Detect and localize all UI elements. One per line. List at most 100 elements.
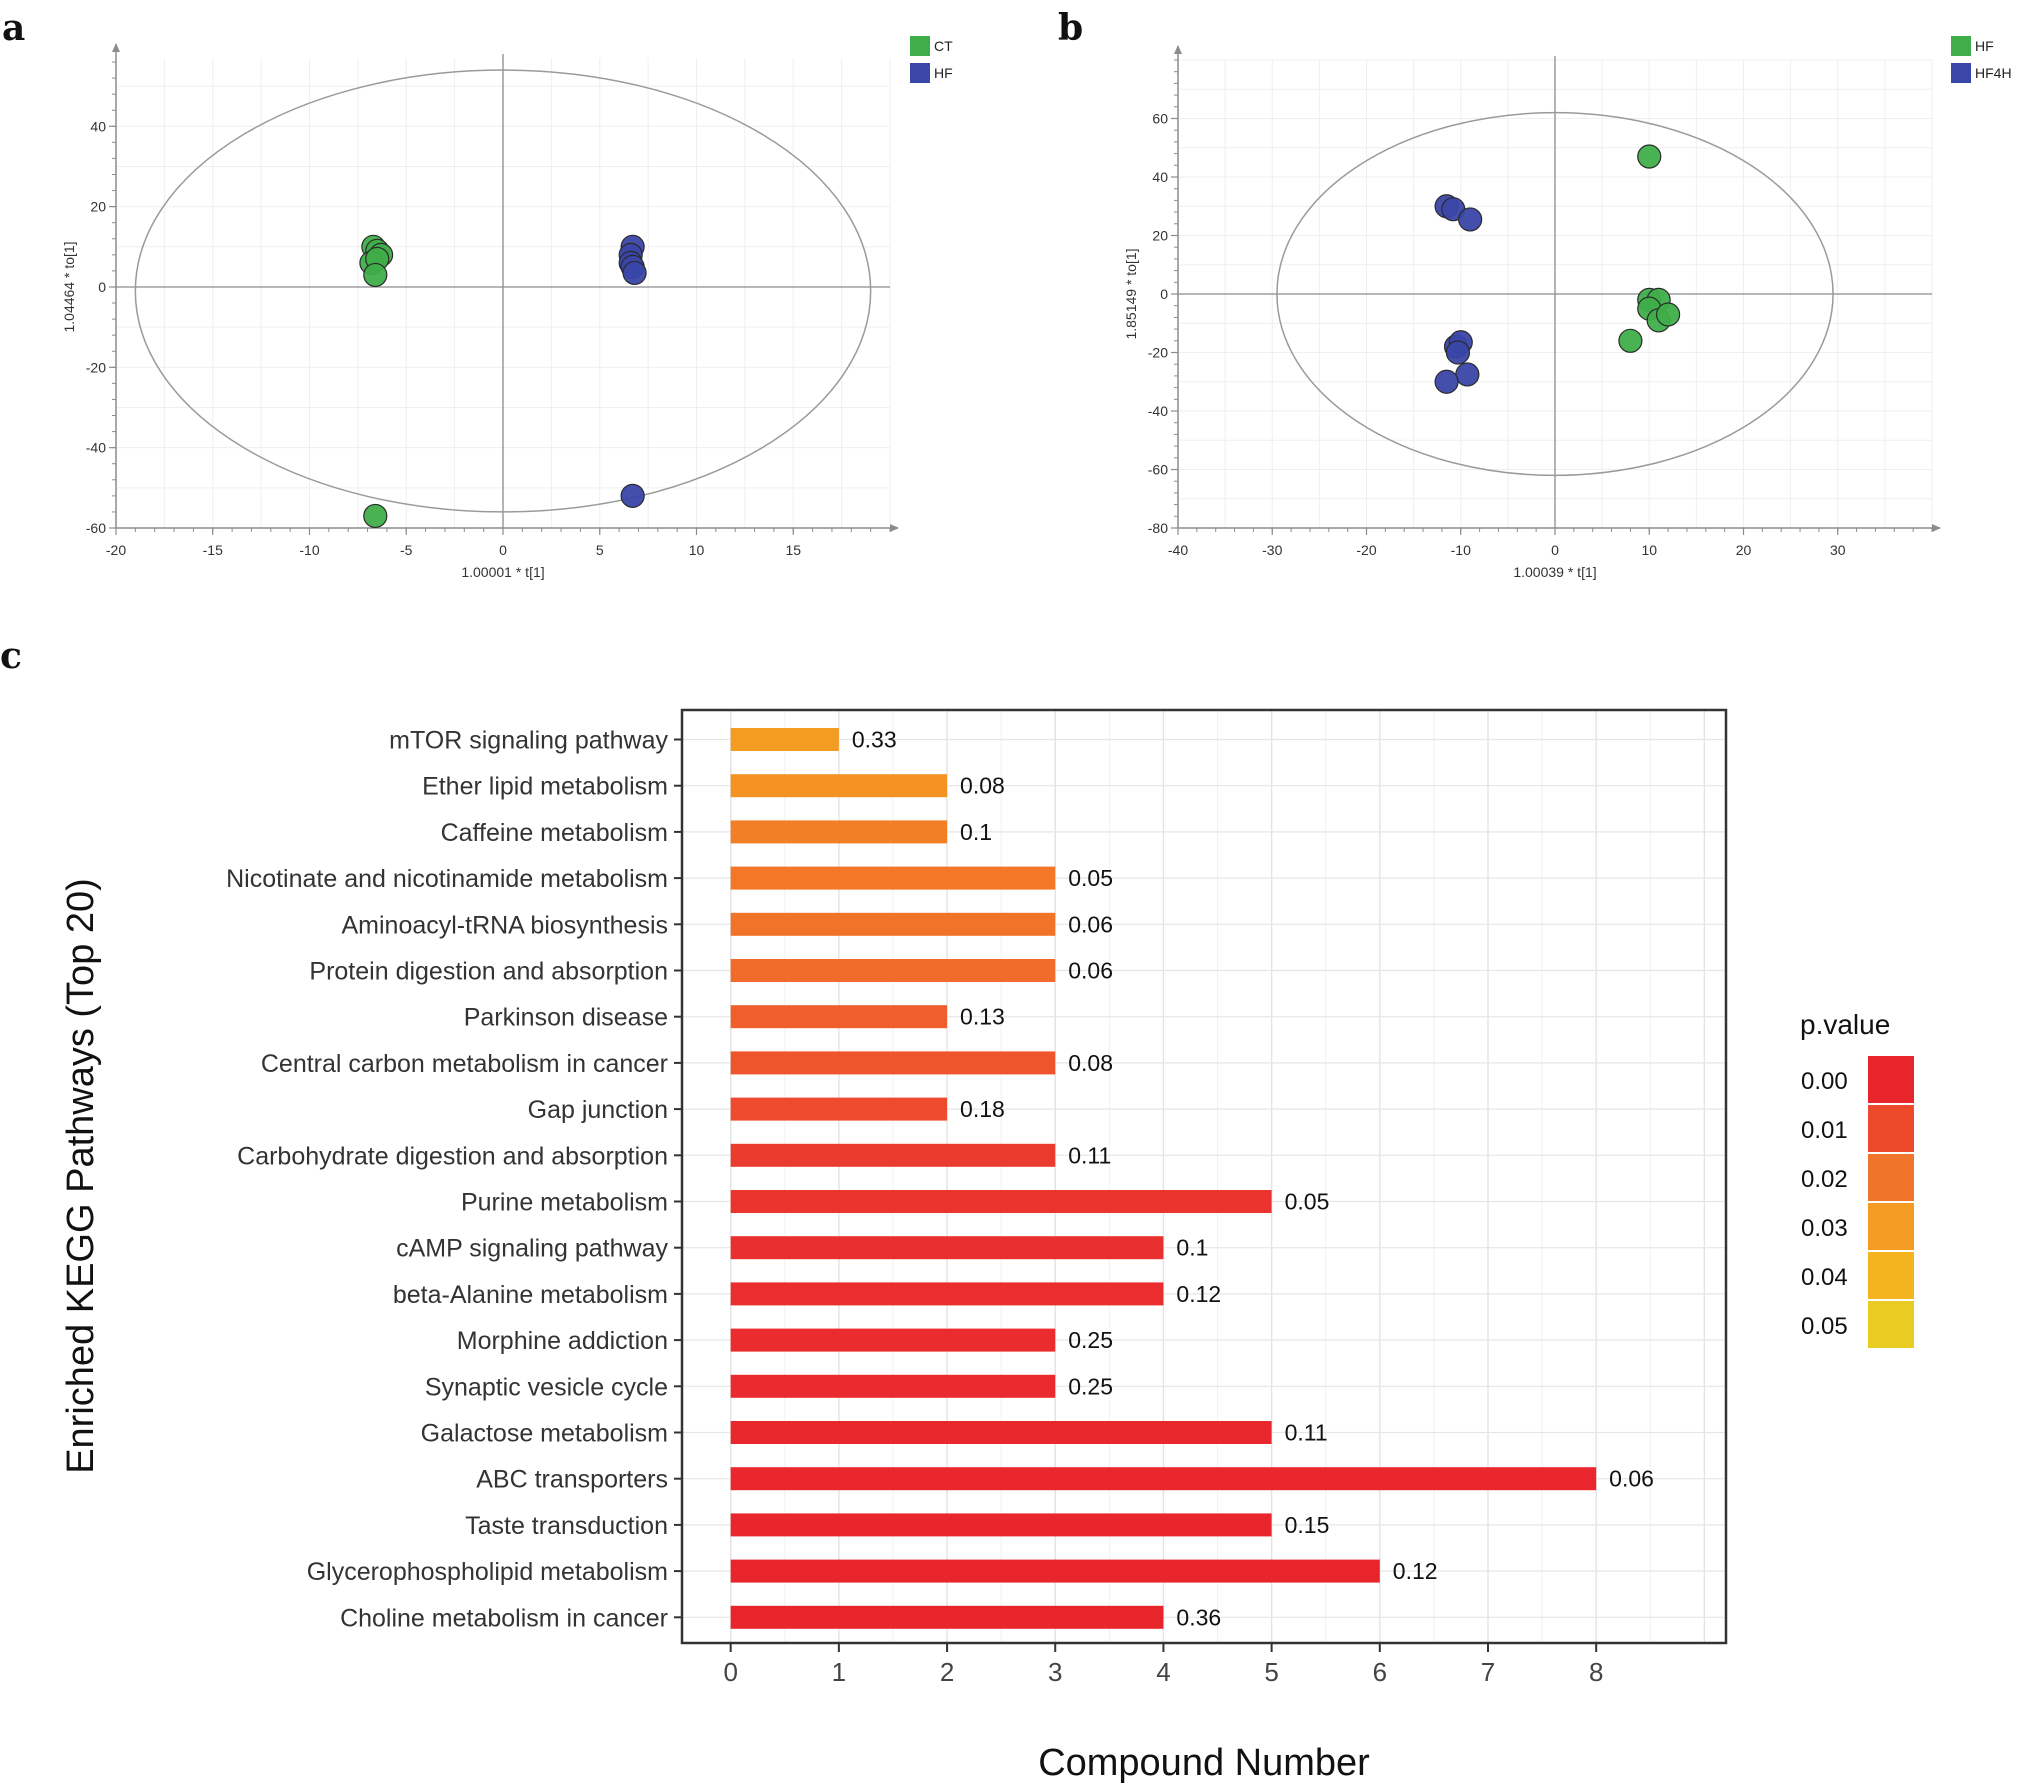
bar xyxy=(730,1051,1056,1075)
x-axis-label-a: 1.00001 * t[1] xyxy=(461,564,544,580)
legend-tick-label: 0.03 xyxy=(1801,1215,1848,1242)
x-tick-label: 15 xyxy=(785,542,801,558)
score-plot-b: -40 -30 -20 -10 0 10 20 30 -80 -60 -40 -20 0 20 40 60 1… xyxy=(1123,36,2012,580)
x-tick-label: -15 xyxy=(203,542,223,558)
bar-value-label: 0.11 xyxy=(1068,1142,1111,1168)
bar xyxy=(730,820,948,844)
bar xyxy=(730,1097,948,1121)
y-axis-label-a: 1.04464 * to[1] xyxy=(61,241,77,332)
bar xyxy=(730,1005,948,1029)
bar xyxy=(730,1236,1164,1260)
confidence-ellipse xyxy=(1276,111,1834,477)
y-tick-label: 40 xyxy=(1152,169,1168,185)
category-labels-c: mTOR signaling pathway Ether lipid metabo… xyxy=(226,727,682,1632)
bar-value-label: 0.36 xyxy=(1176,1604,1221,1630)
bar-value-label: 0.06 xyxy=(1609,1466,1654,1492)
legend-swatch-hf xyxy=(1951,36,1971,56)
confidence-ellipse xyxy=(134,69,872,513)
category-label: beta-Alanine metabolism xyxy=(393,1281,668,1309)
category-label: ABC transporters xyxy=(476,1466,668,1494)
panel-letter-a: a xyxy=(2,7,25,49)
x-tick-label: 10 xyxy=(1641,542,1657,558)
legend-b: HF HF4H xyxy=(1951,36,2012,83)
category-label: Purine metabolism xyxy=(461,1189,668,1217)
legend-color-swatch xyxy=(1868,1252,1914,1299)
bar-value-label: 0.06 xyxy=(1068,911,1113,937)
point-hf xyxy=(622,260,647,286)
panel-letter-b: b xyxy=(1058,7,1083,49)
x-tick-label: 0 xyxy=(723,1657,737,1687)
plot-frame-c xyxy=(680,708,1728,1645)
bar xyxy=(730,1190,1272,1213)
category-label: Choline metabolism in cancer xyxy=(340,1604,668,1632)
bar-value-label: 0.06 xyxy=(1068,958,1113,984)
bar xyxy=(730,912,1056,936)
category-label: Morphine addiction xyxy=(457,1327,668,1355)
point-hf xyxy=(1637,144,1662,169)
category-label: Protein digestion and absorption xyxy=(309,958,668,986)
x-tick-label: 3 xyxy=(1048,1657,1062,1687)
category-label: Caffeine metabolism xyxy=(441,819,668,847)
y-tick-label: 40 xyxy=(90,118,106,134)
legend-label-hf: HF xyxy=(934,65,953,81)
y-tick-label: 60 xyxy=(1152,111,1168,127)
legend-tick-label: 0.00 xyxy=(1801,1068,1848,1095)
category-label: Synaptic vesicle cycle xyxy=(425,1373,668,1401)
x-tick-label: 1 xyxy=(832,1657,846,1687)
legend-label-ct: CT xyxy=(934,38,953,54)
x-tick-label: -5 xyxy=(400,542,413,558)
panel-letter-c: c xyxy=(0,635,22,677)
bar xyxy=(730,1421,1272,1444)
ticks-b: -40 -30 -20 -10 0 10 20 30 -80 -60 -40 -20 0 20 40 60 xyxy=(1148,59,1933,558)
legend-swatch-hf xyxy=(910,63,930,83)
bar xyxy=(730,1605,1164,1629)
bar-value-label: 0.11 xyxy=(1285,1420,1328,1446)
points-b xyxy=(1434,144,1681,394)
y-tick-label: -80 xyxy=(1148,520,1168,536)
x-tick-label: 10 xyxy=(689,542,705,558)
legend-tick-label: 0.04 xyxy=(1801,1264,1848,1291)
category-label: Glycerophospholipid metabolism xyxy=(307,1558,668,1586)
point-hf4h xyxy=(1455,362,1480,387)
x-tick-label: 2 xyxy=(940,1657,954,1687)
grid-c xyxy=(682,710,1726,1643)
bar xyxy=(730,1559,1380,1583)
category-label: Central carbon metabolism in cancer xyxy=(261,1050,668,1078)
x-tick-label: 0 xyxy=(499,542,507,558)
y-tick-label: 20 xyxy=(1152,228,1168,244)
bar xyxy=(730,1513,1272,1537)
bar-value-label: 0.12 xyxy=(1176,1281,1221,1307)
category-label: Nicotinate and nicotinamide metabolism xyxy=(226,865,668,893)
bar xyxy=(730,959,1056,982)
y-axis-label-b: 1.85149 * to[1] xyxy=(1123,248,1139,339)
bar-value-label: 0.25 xyxy=(1068,1327,1113,1353)
category-label: mTOR signaling pathway xyxy=(389,727,668,755)
x-tick-label: 8 xyxy=(1589,1657,1603,1687)
category-label: Ether lipid metabolism xyxy=(422,773,668,801)
legend-color-swatch xyxy=(1868,1056,1914,1103)
y-tick-label: -40 xyxy=(1148,403,1168,419)
pvalue-legend: p.value 0.00 0.01 0.02 0.03 0.04 0.05 xyxy=(1800,1009,1914,1348)
axes-b xyxy=(1174,45,1941,532)
category-label: Gap junction xyxy=(528,1096,668,1124)
points-a xyxy=(359,234,647,529)
x-tick-label: 4 xyxy=(1156,1657,1170,1687)
bar xyxy=(730,728,839,751)
legend-color-swatch xyxy=(1868,1154,1914,1201)
x-tick-label: -10 xyxy=(299,542,319,558)
y-tick-label: -20 xyxy=(1148,345,1168,361)
x-axis-label-b: 1.00039 * t[1] xyxy=(1513,564,1596,580)
x-tick-label: -30 xyxy=(1262,542,1282,558)
category-label: Taste transduction xyxy=(465,1512,668,1540)
bar-value-label: 0.08 xyxy=(960,773,1005,799)
bar xyxy=(730,866,1056,890)
y-tick-label: 20 xyxy=(90,199,106,215)
point-hf xyxy=(1618,328,1643,353)
category-label: Carbohydrate digestion and absorption xyxy=(237,1142,668,1170)
bar-value-label: 0.33 xyxy=(852,727,897,753)
y-tick-label: 0 xyxy=(98,279,106,295)
y-tick-label: -60 xyxy=(1148,462,1168,478)
x-tick-label: 5 xyxy=(1264,1657,1278,1687)
legend-tick-label: 0.01 xyxy=(1801,1117,1848,1144)
bar-value-label: 0.08 xyxy=(1068,1050,1113,1076)
